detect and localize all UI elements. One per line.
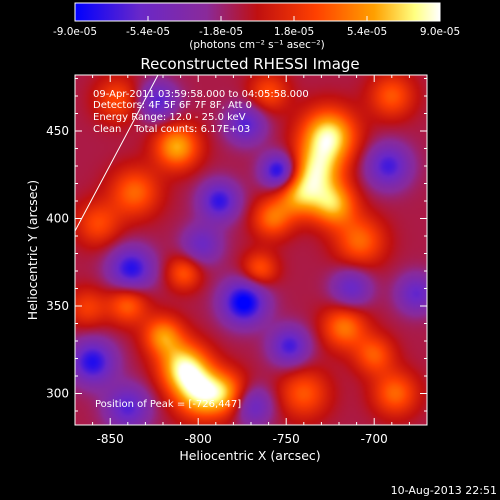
colorbar-label: (photons cm⁻² s⁻¹ asec⁻²) xyxy=(189,39,324,51)
colorbar-tick-label: -9.0e-05 xyxy=(53,26,97,38)
x-axis-label: Heliocentric X (arcsec) xyxy=(179,448,320,463)
colorbar-tick-label: -1.8e-05 xyxy=(199,26,243,38)
y-tick-label: 450 xyxy=(46,124,69,138)
x-tick-label: -850 xyxy=(97,432,124,446)
annotation-energy: Energy Range: 12.0 - 25.0 keV xyxy=(93,112,246,123)
annotation-detectors: Detectors: 4F 5F 6F 7F 8F, Att 0 xyxy=(93,100,252,111)
footer-timestamp: 10-Aug-2013 22:51 xyxy=(391,484,497,497)
x-tick-label: -800 xyxy=(185,432,212,446)
annotation-time: 09-Apr-2011 03:59:58.000 to 04:05:58.000 xyxy=(93,89,309,100)
limb-line xyxy=(74,74,159,232)
annotation-clean: Clean Total counts: 6.17E+03 xyxy=(93,124,250,135)
chart-title: Reconstructed RHESSI Image xyxy=(140,55,359,73)
colorbar-tick-label: 9.0e-05 xyxy=(420,26,460,38)
plot-area: -850 -800 -750 -700 300 350 400 450 09-Apr-2011… xyxy=(46,74,428,446)
colorbar-gradient xyxy=(74,2,441,22)
colorbar: -9.0e-05 -5.4e-05 -1.8e-05 1.8e-05 5.4e-05 9.… xyxy=(53,2,460,51)
y-tick-label: 400 xyxy=(46,212,69,226)
y-axis-label: Heliocentric Y (arcsec) xyxy=(25,180,40,320)
colorbar-tick-label: -5.4e-05 xyxy=(126,26,170,38)
colorbar-tick-label: 5.4e-05 xyxy=(347,26,387,38)
x-tick-label: -750 xyxy=(273,432,300,446)
x-tick-label: -700 xyxy=(361,432,388,446)
y-tick-label: 350 xyxy=(46,299,69,313)
colorbar-ticks: -9.0e-05 -5.4e-05 -1.8e-05 1.8e-05 5.4e-05 9.… xyxy=(53,16,460,38)
annotation-peak: Position of Peak = [-726,447] xyxy=(95,399,241,410)
colorbar-tick-label: 1.8e-05 xyxy=(274,26,314,38)
axis-ticks: -850 -800 -750 -700 300 350 400 450 xyxy=(46,75,427,446)
y-tick-label: 300 xyxy=(46,387,69,401)
heatmap-image xyxy=(75,75,427,425)
